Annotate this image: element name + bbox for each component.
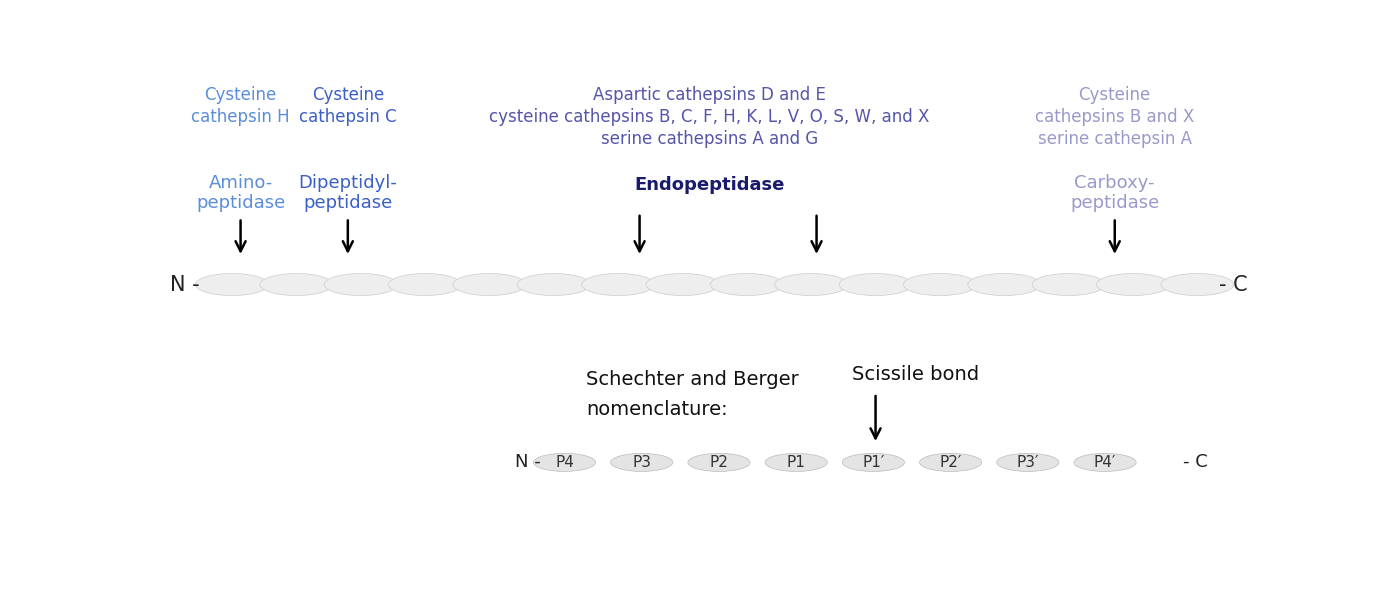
Text: Schechter and Berger: Schechter and Berger [585, 370, 799, 389]
Text: cathepsin C: cathepsin C [299, 108, 397, 126]
Ellipse shape [389, 274, 461, 296]
Ellipse shape [1161, 274, 1233, 296]
Text: Dipeptidyl-
peptidase: Dipeptidyl- peptidase [299, 173, 397, 212]
Text: Aspartic cathepsins D and E: Aspartic cathepsins D and E [592, 86, 826, 104]
Text: P1′: P1′ [862, 455, 884, 470]
Text: Carboxy-
peptidase: Carboxy- peptidase [1070, 173, 1160, 212]
Text: cathepsins B and X: cathepsins B and X [1035, 108, 1194, 126]
Ellipse shape [919, 454, 981, 472]
Text: P2′: P2′ [940, 455, 962, 470]
Ellipse shape [195, 274, 268, 296]
Text: - C: - C [1219, 275, 1247, 295]
Text: serine cathepsin A: serine cathepsin A [1038, 130, 1192, 148]
Ellipse shape [1032, 274, 1104, 296]
Ellipse shape [533, 454, 595, 472]
Text: P4′: P4′ [1093, 455, 1117, 470]
Ellipse shape [710, 274, 783, 296]
Text: cysteine cathepsins B, C, F, H, K, L, V, O, S, W, and X: cysteine cathepsins B, C, F, H, K, L, V,… [489, 108, 930, 126]
Text: P2: P2 [710, 455, 728, 470]
Ellipse shape [1074, 454, 1136, 472]
Text: Endopeptidase: Endopeptidase [634, 176, 785, 194]
Ellipse shape [518, 274, 590, 296]
Text: Cysteine: Cysteine [1078, 86, 1151, 104]
Ellipse shape [453, 274, 526, 296]
Ellipse shape [260, 274, 332, 296]
Ellipse shape [1096, 274, 1169, 296]
Text: serine cathepsins A and G: serine cathepsins A and G [601, 130, 818, 148]
Ellipse shape [839, 274, 912, 296]
Text: Cysteine: Cysteine [311, 86, 383, 104]
Ellipse shape [996, 454, 1059, 472]
Ellipse shape [967, 274, 1041, 296]
Text: P4: P4 [555, 455, 574, 470]
Text: cathepsin H: cathepsin H [191, 108, 289, 126]
Text: P1: P1 [786, 455, 805, 470]
Ellipse shape [610, 454, 673, 472]
Text: N -: N - [515, 454, 541, 472]
Ellipse shape [581, 274, 655, 296]
Text: Scissile bond: Scissile bond [853, 365, 978, 385]
Text: N -: N - [170, 275, 199, 295]
Text: - C: - C [1183, 454, 1208, 472]
Ellipse shape [688, 454, 750, 472]
Text: Amino-
peptidase: Amino- peptidase [197, 173, 285, 212]
Ellipse shape [324, 274, 397, 296]
Ellipse shape [765, 454, 828, 472]
Ellipse shape [843, 454, 905, 472]
Ellipse shape [646, 274, 718, 296]
Ellipse shape [904, 274, 976, 296]
Text: Cysteine: Cysteine [205, 86, 277, 104]
Ellipse shape [775, 274, 847, 296]
Text: nomenclature:: nomenclature: [585, 400, 728, 419]
Text: P3′: P3′ [1017, 455, 1039, 470]
Text: P3: P3 [632, 455, 652, 470]
